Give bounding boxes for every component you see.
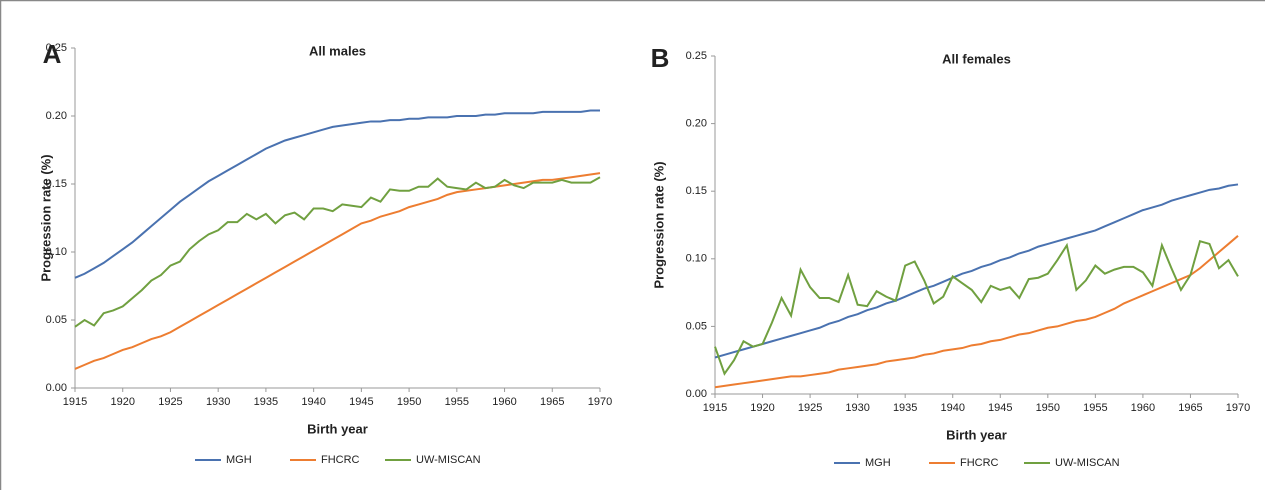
legend-label: UW-MISCAN bbox=[416, 454, 481, 466]
legend-label: MGH bbox=[865, 457, 891, 469]
x-tick-label: 1960 bbox=[492, 396, 516, 408]
y-tick-label: 0.05 bbox=[686, 320, 707, 332]
legend-label: FHCRC bbox=[321, 454, 360, 466]
series-line bbox=[74, 109, 600, 279]
x-tick-label: 1920 bbox=[750, 402, 774, 414]
x-tick-label: 1945 bbox=[988, 402, 1012, 414]
x-tick-label: 1970 bbox=[1226, 402, 1250, 414]
y-tick-label: 0.25 bbox=[686, 50, 707, 62]
x-tick-label: 1960 bbox=[1131, 402, 1155, 414]
x-tick-label: 1930 bbox=[845, 402, 869, 414]
y-tick-label: 0.20 bbox=[46, 110, 67, 122]
x-tick-label: 1955 bbox=[1083, 402, 1107, 414]
x-tick-label: 1925 bbox=[158, 396, 182, 408]
series-line bbox=[74, 176, 601, 328]
y-tick-label: 0.05 bbox=[46, 314, 67, 326]
x-tick-label: 1925 bbox=[798, 402, 822, 414]
legend-label: UW-MISCAN bbox=[1055, 457, 1120, 469]
series-line bbox=[714, 183, 1239, 359]
y-tick-label: 0.10 bbox=[686, 253, 707, 265]
x-tick-label: 1970 bbox=[588, 396, 612, 408]
y-tick-label: 0.25 bbox=[46, 42, 67, 54]
x-tick-label: 1920 bbox=[110, 396, 134, 408]
y-tick-label: 0.15 bbox=[686, 185, 707, 197]
series-line bbox=[714, 235, 1239, 389]
series-line bbox=[714, 239, 1239, 376]
y-tick-label: 0.20 bbox=[686, 118, 707, 130]
x-tick-label: 1940 bbox=[301, 396, 325, 408]
y-axis-label: Progression rate (%) bbox=[651, 161, 666, 288]
x-axis-label: Birth year bbox=[946, 427, 1007, 442]
y-tick-label: 0.00 bbox=[686, 388, 707, 400]
x-tick-label: 1950 bbox=[397, 396, 421, 408]
legend-label: FHCRC bbox=[960, 457, 999, 469]
x-axis-label: Birth year bbox=[307, 421, 368, 436]
x-tick-label: 1965 bbox=[1178, 402, 1202, 414]
chart-title: All males bbox=[309, 43, 366, 58]
y-tick-label: 0.00 bbox=[46, 382, 67, 394]
y-tick-label: 0.15 bbox=[46, 178, 67, 190]
x-tick-label: 1965 bbox=[540, 396, 564, 408]
x-tick-label: 1955 bbox=[445, 396, 469, 408]
x-tick-label: 1950 bbox=[1036, 402, 1060, 414]
x-tick-label: 1915 bbox=[63, 396, 87, 408]
x-tick-label: 1940 bbox=[940, 402, 964, 414]
legend-label: MGH bbox=[226, 454, 252, 466]
y-tick-label: 0.10 bbox=[46, 246, 67, 258]
x-tick-label: 1935 bbox=[254, 396, 278, 408]
x-tick-label: 1935 bbox=[893, 402, 917, 414]
x-tick-label: 1945 bbox=[349, 396, 373, 408]
y-axis-label: Progression rate (%) bbox=[38, 154, 53, 281]
x-tick-label: 1930 bbox=[206, 396, 230, 408]
panel-label: B bbox=[651, 43, 670, 73]
x-tick-label: 1915 bbox=[703, 402, 727, 414]
panel-label: A bbox=[43, 39, 62, 69]
chart-title: All females bbox=[942, 51, 1011, 66]
